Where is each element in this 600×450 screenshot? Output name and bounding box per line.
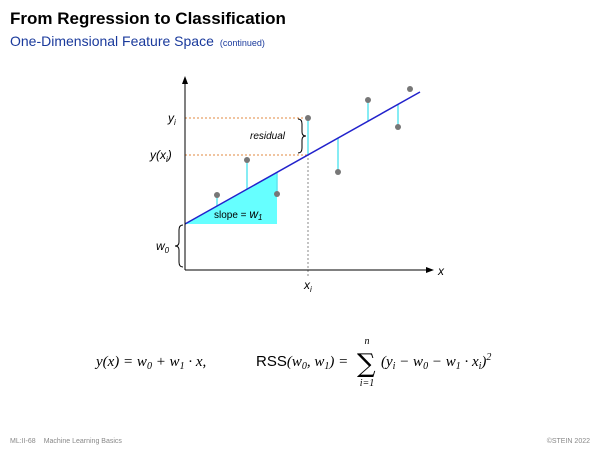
yxi-close: ) <box>166 148 172 162</box>
residual-label: residual <box>250 131 286 142</box>
footer-left: ML:II-68 Machine Learning Basics <box>10 438 122 445</box>
y-arrow <box>182 76 188 84</box>
f-sup: 2 <box>486 352 491 363</box>
f-part: − w <box>395 354 423 370</box>
sigma-lower: i=1 <box>360 378 375 389</box>
point <box>395 124 401 130</box>
f-sub: i <box>393 361 396 372</box>
points <box>214 86 413 198</box>
w0-label: w0 <box>156 239 170 255</box>
point <box>214 192 220 198</box>
footer-page: ML:II-68 <box>10 438 36 445</box>
f-sub: 1 <box>324 361 329 372</box>
regression-line <box>184 91 421 225</box>
f-part: ) <box>480 354 486 370</box>
f-part: y(x) = w <box>94 354 147 370</box>
sigma: ∑ <box>357 349 376 379</box>
f-part: + w <box>152 354 180 370</box>
slope-sub: 1 <box>258 213 262 222</box>
f-part: , w <box>307 354 325 370</box>
f-sub: 0 <box>302 361 307 372</box>
w0-base: w <box>156 239 166 253</box>
point <box>407 86 413 92</box>
f-sub: 1 <box>180 361 185 372</box>
w0-sub: 0 <box>165 246 170 255</box>
f-part: (w <box>287 354 302 370</box>
xi-base: x <box>303 278 311 292</box>
point <box>274 191 280 197</box>
f-part: · x <box>461 354 479 370</box>
subtitle-text: One-Dimensional Feature Space <box>10 33 214 49</box>
residuals <box>216 100 399 206</box>
f-part: (y <box>381 354 393 370</box>
f-sub: 1 <box>456 361 461 372</box>
f-part: ) = <box>328 354 348 370</box>
f-sub: i <box>479 361 482 372</box>
point <box>365 97 371 103</box>
model-formula: y(x) = w0 + w1 · x, <box>94 354 206 372</box>
rss-body: (yi − w0 − w1 · xi)2 <box>381 352 491 372</box>
yxi-label: y(xi) <box>149 148 172 164</box>
footer-copyright: ©STEIN 2022 <box>547 437 590 445</box>
subtitle-note: (continued) <box>220 38 265 48</box>
sigma-upper: n <box>365 336 370 347</box>
slope-label: slope = w1 <box>214 207 262 222</box>
residual-brace <box>297 118 307 154</box>
diagram: residual slope = w1 yi y(xi) w0 xi x <box>149 76 445 294</box>
rss-formula: RSS(w0, w1) = <box>256 353 348 372</box>
xi-label: xi <box>303 278 312 294</box>
f-part: − w <box>428 354 456 370</box>
rss-name: RSS <box>256 353 287 370</box>
x-arrow <box>426 267 434 273</box>
slope-w: w <box>249 207 259 221</box>
w0-brace <box>174 224 184 268</box>
subtitle: One-Dimensional Feature Space (continued) <box>10 33 265 49</box>
f-part: · x, <box>185 354 207 370</box>
slope-text: slope = <box>214 210 249 221</box>
point <box>305 115 311 121</box>
yi-sub: i <box>174 118 176 127</box>
title: From Regression to Classification <box>10 9 286 28</box>
footer-topic: Machine Learning Basics <box>44 438 123 445</box>
yxi-base: y(x <box>149 148 167 162</box>
point <box>244 157 250 163</box>
xi-sub: i <box>310 285 312 294</box>
f-sub: 0 <box>423 361 428 372</box>
yi-label: yi <box>167 111 176 127</box>
yi-base: y <box>167 111 175 125</box>
f-sub: 0 <box>147 361 152 372</box>
point <box>335 169 341 175</box>
x-label: x <box>437 264 445 278</box>
yxi-sub: i <box>166 155 168 164</box>
